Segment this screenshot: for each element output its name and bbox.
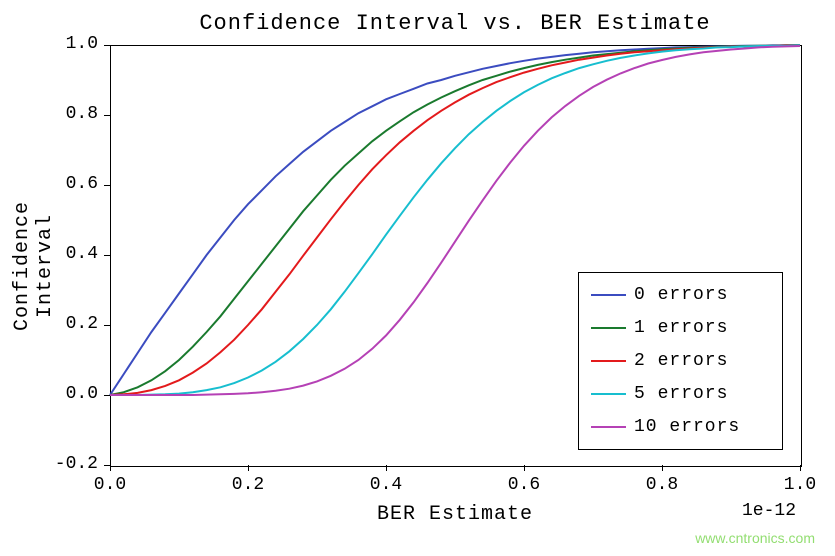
x-tick [248, 465, 250, 471]
y-tick-label: 0.8 [66, 104, 98, 124]
y-tick [104, 185, 110, 187]
legend-swatch [591, 393, 626, 395]
legend-label: 1 errors [634, 318, 728, 338]
x-tick-label: 0.0 [90, 475, 130, 495]
legend-swatch [591, 327, 626, 329]
x-tick [524, 465, 526, 471]
x-tick-label: 0.8 [642, 475, 682, 495]
y-tick-label: 0.6 [66, 174, 98, 194]
y-tick-label: 0.0 [66, 384, 98, 404]
y-tick [104, 465, 110, 467]
y-tick [104, 115, 110, 117]
y-tick [104, 395, 110, 397]
y-tick-label: 0.2 [66, 314, 98, 334]
y-tick [104, 255, 110, 257]
x-tick-label: 0.4 [366, 475, 406, 495]
legend-item: 5 errors [591, 384, 770, 404]
y-tick [104, 325, 110, 327]
y-tick-label: 1.0 [66, 34, 98, 54]
legend-label: 0 errors [634, 285, 728, 305]
legend-item: 0 errors [591, 285, 770, 305]
legend-item: 10 errors [591, 417, 770, 437]
y-tick-label: 0.4 [66, 244, 98, 264]
legend-swatch [591, 426, 626, 428]
y-tick [104, 45, 110, 47]
legend-label: 5 errors [634, 384, 728, 404]
x-tick-label: 1.0 [780, 475, 820, 495]
legend-swatch [591, 360, 626, 362]
y-tick-label: -0.2 [55, 454, 98, 474]
x-tick [662, 465, 664, 471]
x-tick-label: 0.2 [228, 475, 268, 495]
scale-annotation: 1e-12 [742, 501, 796, 521]
legend-item: 2 errors [591, 351, 770, 371]
chart-container: Confidence Interval vs. BER Estimate Con… [0, 0, 835, 556]
legend-item: 1 errors [591, 318, 770, 338]
legend-label: 10 errors [634, 417, 740, 437]
legend-swatch [591, 294, 626, 296]
watermark: www.cntronics.com [695, 530, 815, 546]
legend: 0 errors 1 errors 2 errors 5 errors 10 error… [578, 272, 783, 450]
x-tick [800, 465, 802, 471]
x-tick-label: 0.6 [504, 475, 544, 495]
legend-label: 2 errors [634, 351, 728, 371]
x-tick [386, 465, 388, 471]
